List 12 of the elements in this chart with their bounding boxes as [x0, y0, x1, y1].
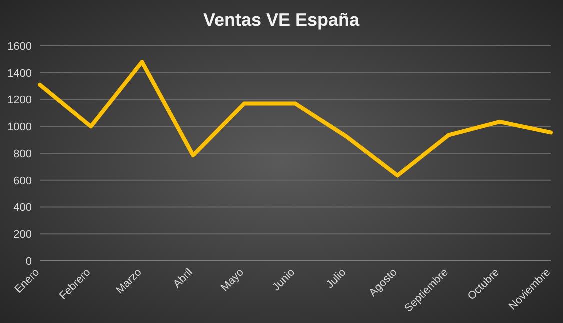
y-tick-label: 1400	[8, 68, 32, 80]
y-tick-label: 800	[14, 148, 32, 160]
y-tick-label: 1200	[8, 94, 32, 107]
line-series	[38, 60, 553, 178]
y-tick-label: 400	[14, 202, 32, 214]
y-tick-label: 1000	[8, 122, 32, 134]
chart-title: Ventas VE España	[202, 10, 361, 31]
y-tick-label: 200	[14, 229, 32, 242]
y-tick-label: 600	[14, 175, 32, 188]
y-tick-label: 0	[26, 256, 32, 268]
y-tick-label: 1600	[8, 40, 32, 53]
x-tick-label: Julio	[324, 266, 349, 292]
